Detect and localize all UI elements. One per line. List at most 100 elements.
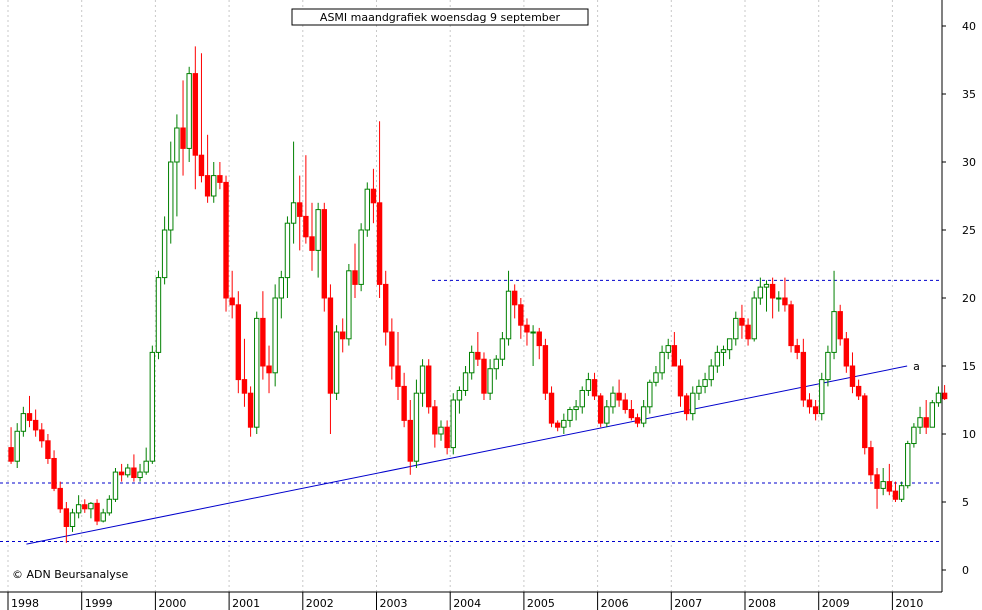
- trendline: [26, 365, 908, 545]
- candle-body: [610, 392, 616, 408]
- candle-body: [647, 381, 653, 408]
- candle: [149, 345, 156, 464]
- candle-body: [788, 304, 794, 347]
- x-tick-label: 2006: [601, 597, 629, 610]
- candle-body: [235, 304, 242, 381]
- candle: [874, 468, 880, 509]
- candle: [493, 355, 499, 380]
- candle: [20, 406, 27, 437]
- candle: [125, 463, 131, 478]
- candle-body: [941, 392, 948, 400]
- candle-body: [438, 426, 444, 435]
- candle-body: [561, 419, 567, 428]
- candles: [8, 46, 948, 543]
- candle: [941, 385, 948, 400]
- candle: [548, 386, 555, 428]
- candle-body: [241, 379, 248, 394]
- candle-body: [407, 419, 413, 462]
- candle: [266, 345, 272, 394]
- candle: [235, 291, 242, 394]
- candle: [254, 311, 260, 434]
- candle-body: [198, 154, 205, 177]
- candle-body: [321, 209, 327, 299]
- candle-body: [757, 286, 764, 299]
- candle: [204, 134, 211, 203]
- candle-body: [168, 161, 174, 231]
- y-tick-label: 40: [962, 20, 976, 33]
- y-ticks: 0 5 10 15 20 25 30 35 40: [942, 20, 976, 577]
- candle-body: [640, 406, 647, 424]
- candle: [671, 332, 678, 367]
- candle: [499, 332, 506, 366]
- candle: [327, 284, 334, 434]
- trendline-label: a: [913, 360, 920, 373]
- chart-title: ASMI maandgrafiek woensdag 9 september: [320, 11, 561, 24]
- candle-body: [665, 345, 671, 353]
- candle: [708, 359, 714, 387]
- candle: [837, 304, 843, 346]
- candle: [923, 400, 929, 434]
- candle: [690, 386, 696, 421]
- candle-body: [874, 474, 880, 489]
- x-tick-label: 1998: [11, 597, 39, 610]
- candle-body: [32, 419, 39, 431]
- candle: [211, 162, 217, 203]
- candle-body: [616, 392, 622, 401]
- candle-body: [112, 471, 119, 500]
- candle: [665, 338, 671, 360]
- candle-body: [493, 358, 499, 370]
- candle: [247, 386, 254, 437]
- candle-body: [591, 379, 598, 397]
- candle: [726, 338, 733, 360]
- candle-body: [370, 188, 377, 204]
- candle: [223, 175, 229, 312]
- candle-body: [247, 392, 254, 428]
- candle: [383, 270, 389, 346]
- candle: [131, 454, 137, 482]
- candle: [573, 400, 579, 421]
- candle-body: [143, 460, 149, 473]
- x-tick-label: 2010: [895, 597, 923, 610]
- candle-body: [579, 389, 585, 408]
- candle-body: [524, 324, 530, 333]
- candle: [192, 46, 199, 190]
- candle: [358, 223, 364, 292]
- candle: [776, 291, 782, 312]
- candle: [426, 359, 432, 414]
- candle-body: [481, 358, 487, 394]
- candle: [75, 495, 82, 519]
- candle-body: [266, 365, 272, 374]
- candle: [782, 277, 788, 312]
- candle: [321, 202, 327, 312]
- candle-body: [340, 331, 346, 340]
- candle: [26, 395, 33, 428]
- candle-body: [708, 365, 714, 381]
- candle-body: [769, 283, 776, 299]
- candle-body: [315, 209, 321, 251]
- candle-body: [364, 188, 370, 231]
- candle-body: [211, 175, 217, 197]
- candle-body: [487, 368, 493, 394]
- candle-body: [395, 365, 401, 387]
- y-tick-label: 5: [962, 496, 969, 509]
- candle: [554, 420, 561, 432]
- candle: [653, 366, 659, 387]
- candle-body: [911, 426, 917, 445]
- candle-body: [82, 504, 88, 510]
- candle-body: [51, 457, 57, 489]
- candle-body: [720, 349, 727, 353]
- candle: [370, 168, 377, 224]
- candle: [800, 338, 807, 407]
- candle: [401, 372, 407, 428]
- candle-body: [327, 297, 334, 394]
- candle: [849, 352, 856, 394]
- candle: [475, 332, 481, 366]
- x-tick-label: 2008: [748, 597, 776, 610]
- title-frame: [291, 8, 589, 26]
- candle: [812, 400, 819, 421]
- candle: [561, 413, 567, 434]
- candle-body: [352, 270, 358, 285]
- candle: [106, 495, 113, 516]
- candle-body: [401, 385, 407, 421]
- candle: [297, 175, 303, 251]
